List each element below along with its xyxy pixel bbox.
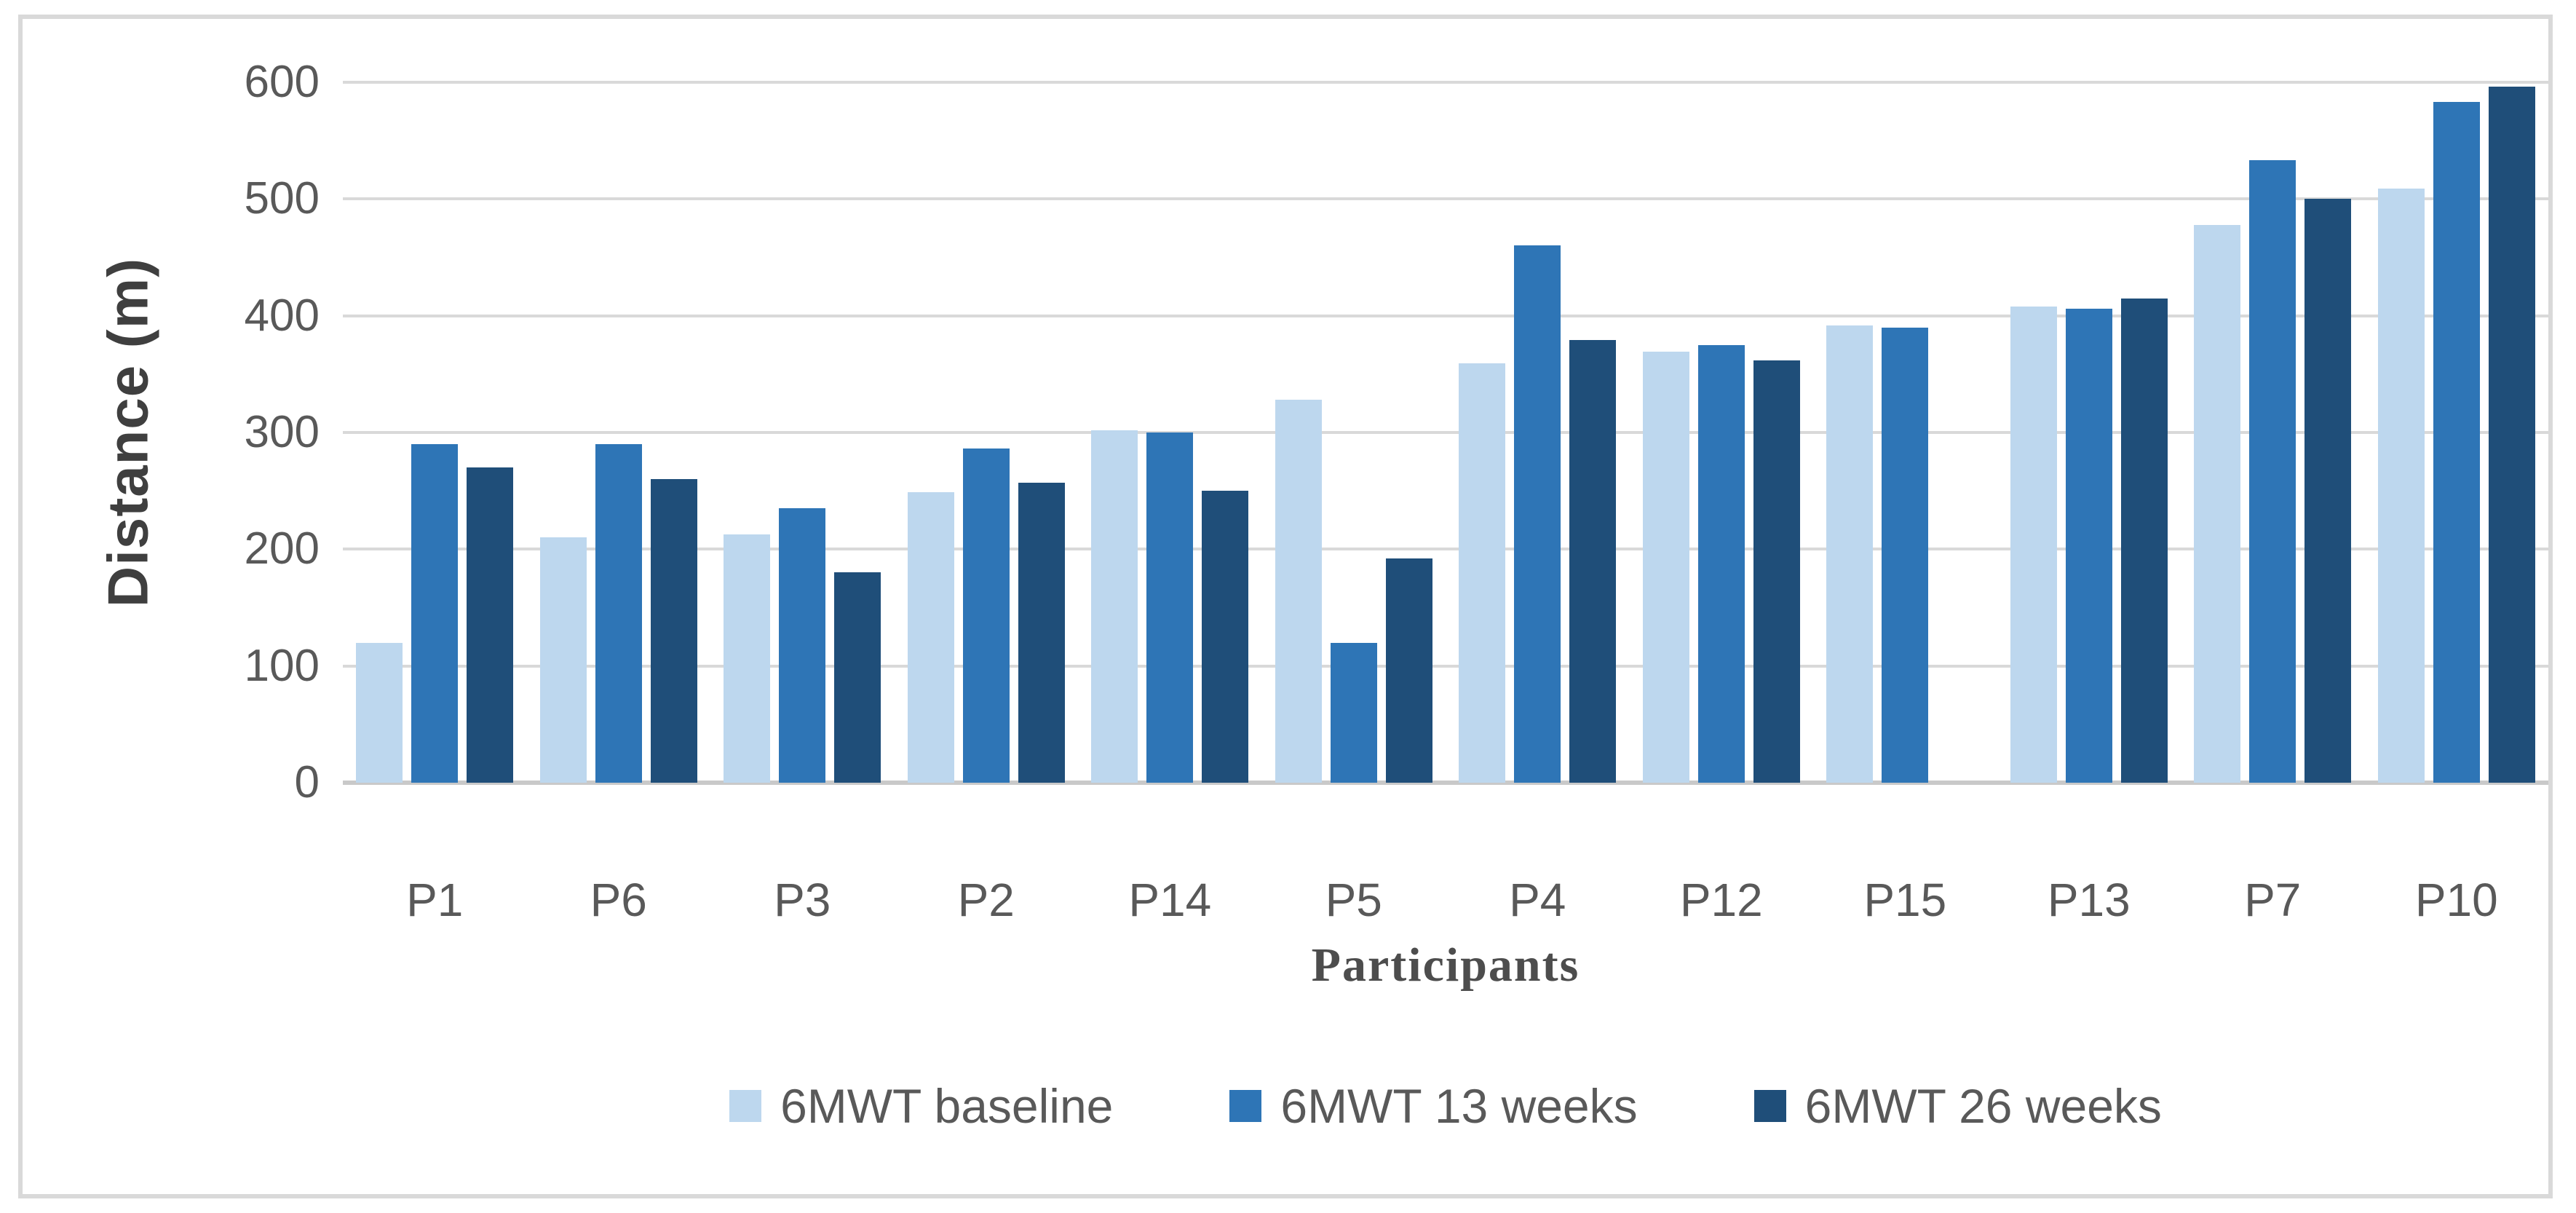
y-tick-label-200: 200 [244,523,320,574]
x-tick-label-p4: P4 [1509,874,1566,926]
bar-group-p12 [1630,82,1814,783]
bar-6mwt-baseline-p4 [1459,363,1506,783]
gridline-500 [343,197,2548,201]
legend: 6MWT baseline 6MWT 13 weeks 6MWT 26 weeks [343,1073,2548,1139]
bar-6mwt-26-weeks-p12 [1753,360,1800,783]
bar-6mwt-13-weeks-p2 [962,449,1010,783]
x-tick-label-p14: P14 [1128,874,1212,926]
bar-6mwt-26-weeks-p6 [650,479,697,783]
legend-swatch-6mwt-26-weeks [1753,1090,1786,1122]
y-tick-labels: 0 100 200 300 400 500 600 [23,60,320,805]
bar-group-p4 [1446,82,1630,783]
bar-6mwt-baseline-p5 [1275,400,1322,783]
gridlines [343,81,2548,785]
bar-6mwt-26-weeks-p4 [1569,340,1617,783]
y-tick-label-500: 500 [244,173,320,224]
bar-6mwt-13-weeks-p15 [1882,327,1929,783]
bar-6mwt-26-weeks-p2 [1018,482,1065,783]
bar-group-p2 [895,82,1079,783]
bar-6mwt-baseline-p10 [2377,188,2425,783]
x-axis-title: Participants [1311,939,1580,992]
gridline-200 [343,548,2548,551]
y-tick-label-0: 0 [294,757,320,807]
x-tick-label-p5: P5 [1325,874,1382,926]
bar-6mwt-baseline-p13 [2010,306,2057,783]
bar-6mwt-baseline-p2 [907,491,954,783]
legend-item-6mwt-13-weeks: 6MWT 13 weeks [1229,1078,1638,1134]
bar-6mwt-26-weeks-p14 [1202,491,1249,783]
bar-6mwt-26-weeks-p5 [1385,558,1432,783]
bar-6mwt-13-weeks-p4 [1514,245,1561,783]
bar-group-p15 [1813,82,1997,783]
x-tick-label-p12: P12 [1679,874,1763,926]
bar-6mwt-13-weeks-p3 [779,508,826,783]
gridline-400 [343,314,2548,317]
bar-6mwt-26-weeks-p1 [467,467,514,783]
bar-6mwt-baseline-p15 [1826,325,1874,783]
bar-6mwt-baseline-p3 [724,534,771,783]
x-tick-label-p7: P7 [2244,874,2302,926]
legend-swatch-6mwt-13-weeks [1229,1090,1262,1122]
bar-6mwt-26-weeks-p3 [834,572,881,783]
bar-6mwt-26-weeks-p10 [2488,87,2535,783]
legend-label-6mwt-baseline: 6MWT baseline [780,1079,1114,1133]
x-tick-label-p3: P3 [774,874,831,926]
chart-frame: Distance (m) 0 100 200 300 400 500 600 P1 P6 P3 P… [18,15,2553,1198]
bar-group-p6 [527,82,711,783]
legend-swatch-6mwt-baseline [729,1090,762,1122]
plot-area [343,81,2548,785]
x-tick-label-p10: P10 [2414,874,2498,926]
x-tick-label-p6: P6 [590,874,647,926]
bar-group-p3 [710,82,895,783]
bar-group-p10 [2365,82,2549,783]
y-tick-label-300: 300 [244,407,320,457]
y-tick-label-600: 600 [244,57,320,107]
gridline-300 [343,431,2548,434]
bar-6mwt-13-weeks-p6 [595,444,642,783]
legend-label-6mwt-13-weeks: 6MWT 13 weeks [1280,1079,1638,1133]
gridline-600 [343,81,2548,84]
bar-group-p7 [2181,82,2365,783]
x-tick-label-p13: P13 [2047,874,2131,926]
bar-groups [343,82,2548,783]
legend-item-6mwt-baseline: 6MWT baseline [729,1078,1113,1134]
y-tick-label-100: 100 [244,640,320,691]
x-tick-label-p15: P15 [1863,874,1947,926]
x-axis-line [343,781,2548,785]
legend-item-6mwt-26-weeks: 6MWT 26 weeks [1753,1078,2162,1134]
bar-group-p13 [1997,82,2181,783]
bar-6mwt-baseline-p1 [356,642,403,783]
bar-6mwt-13-weeks-p12 [1697,344,1745,783]
bar-6mwt-13-weeks-p13 [2065,309,2112,783]
x-tick-labels: P1 P6 P3 P2 P14 P5 P4 P12 P15 P13 P7 P10 [343,867,2548,933]
x-tick-label-p1: P1 [406,874,464,926]
x-tick-label-p2: P2 [957,874,1015,926]
gridline-100 [343,664,2548,668]
bar-6mwt-26-weeks-p7 [2304,199,2352,783]
bar-6mwt-baseline-p6 [539,537,587,783]
bar-6mwt-13-weeks-p14 [1146,432,1194,783]
y-tick-label-400: 400 [244,290,320,341]
bar-6mwt-baseline-p14 [1091,430,1138,783]
bar-group-p1 [343,82,527,783]
bar-6mwt-baseline-p7 [2194,224,2241,783]
bar-6mwt-13-weeks-p7 [2249,160,2296,783]
bar-6mwt-13-weeks-p1 [411,444,459,783]
bar-6mwt-13-weeks-p10 [2433,102,2480,783]
bar-6mwt-13-weeks-p5 [1330,642,1377,783]
bar-6mwt-baseline-p12 [1642,352,1689,783]
bar-6mwt-26-weeks-p13 [2120,298,2168,783]
legend-label-6mwt-26-weeks: 6MWT 26 weeks [1804,1079,2162,1133]
bar-group-p5 [1262,82,1446,783]
bar-group-p14 [1078,82,1262,783]
